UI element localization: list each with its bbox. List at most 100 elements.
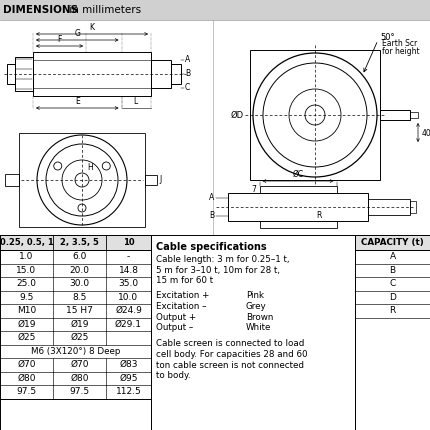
Text: to body.: to body. <box>156 371 190 380</box>
Text: 1.0: 1.0 <box>19 252 34 261</box>
Bar <box>33 52 151 96</box>
Text: ØC: ØC <box>292 170 304 179</box>
Text: 10: 10 <box>123 238 134 247</box>
Text: 25.0: 25.0 <box>16 279 37 288</box>
Bar <box>0 20 430 235</box>
Text: Pink: Pink <box>246 292 264 301</box>
Text: Ø70: Ø70 <box>70 360 89 369</box>
Text: C: C <box>185 83 190 92</box>
Text: Grey: Grey <box>246 302 267 311</box>
Text: A: A <box>185 55 190 64</box>
Text: ØD: ØD <box>231 111 244 120</box>
Text: B: B <box>209 212 214 221</box>
Text: F: F <box>57 36 62 44</box>
Text: 7: 7 <box>252 185 257 194</box>
Text: ton cable screen is not connected: ton cable screen is not connected <box>156 360 304 369</box>
Bar <box>15 57 33 91</box>
Text: 2, 3.5, 5: 2, 3.5, 5 <box>60 238 99 247</box>
Text: R: R <box>316 211 322 219</box>
Text: 30.0: 30.0 <box>69 279 89 288</box>
Text: M6 (3X120°) 8 Deep: M6 (3X120°) 8 Deep <box>31 347 120 356</box>
Text: Cable screen is connected to load: Cable screen is connected to load <box>156 340 304 348</box>
Bar <box>228 193 368 221</box>
Text: DIMENSIONS: DIMENSIONS <box>3 5 78 15</box>
Text: 40: 40 <box>422 129 430 138</box>
Text: for height: for height <box>382 47 420 56</box>
Text: M10: M10 <box>17 306 36 315</box>
Text: cell body. For capacities 28 and 60: cell body. For capacities 28 and 60 <box>156 350 307 359</box>
Text: K: K <box>89 24 95 33</box>
Text: J: J <box>159 175 161 184</box>
Text: 112.5: 112.5 <box>116 387 141 396</box>
Text: Ø83: Ø83 <box>119 360 138 369</box>
Text: 15.0: 15.0 <box>16 266 37 275</box>
Text: A: A <box>209 194 214 203</box>
Text: 20.0: 20.0 <box>70 266 89 275</box>
Text: 8.5: 8.5 <box>72 293 87 302</box>
Bar <box>19 133 145 227</box>
Bar <box>380 110 410 120</box>
Text: Cable specifications: Cable specifications <box>156 242 267 252</box>
Text: 9.5: 9.5 <box>19 293 34 302</box>
Text: Output –: Output – <box>156 323 193 332</box>
Text: Ø19: Ø19 <box>70 320 89 329</box>
Text: C: C <box>390 279 396 288</box>
Bar <box>355 235 430 250</box>
Text: Excitation +: Excitation + <box>156 292 209 301</box>
Text: Ø25: Ø25 <box>17 333 36 342</box>
Text: D: D <box>389 293 396 302</box>
Text: CAPACITY (t): CAPACITY (t) <box>361 238 424 247</box>
Text: Earth Scr: Earth Scr <box>382 39 417 48</box>
Bar <box>5 174 19 186</box>
Text: Ø80: Ø80 <box>70 374 89 383</box>
Text: in millimeters: in millimeters <box>66 5 141 15</box>
Text: 15 H7: 15 H7 <box>66 306 93 315</box>
Bar <box>151 235 355 430</box>
Text: Output +: Output + <box>156 313 196 322</box>
Bar <box>410 112 418 118</box>
Text: 10.0: 10.0 <box>118 293 138 302</box>
Text: Ø95: Ø95 <box>119 374 138 383</box>
Bar <box>368 199 410 215</box>
Bar <box>151 60 171 88</box>
Text: Ø80: Ø80 <box>17 374 36 383</box>
Text: A: A <box>390 252 396 261</box>
Text: Excitation –: Excitation – <box>156 302 206 311</box>
Text: B: B <box>185 70 190 79</box>
Text: 6.0: 6.0 <box>72 252 87 261</box>
Bar <box>259 186 337 193</box>
Bar <box>410 201 416 213</box>
Bar <box>0 235 151 430</box>
Bar <box>250 50 380 180</box>
Text: 5 m for 3–10 t, 10m for 28 t,: 5 m for 3–10 t, 10m for 28 t, <box>156 265 280 274</box>
Text: Ø29.1: Ø29.1 <box>115 320 142 329</box>
Text: 0.25, 0.5, 1: 0.25, 0.5, 1 <box>0 238 53 247</box>
Text: L: L <box>134 98 138 107</box>
Text: 35.0: 35.0 <box>118 279 138 288</box>
Text: 97.5: 97.5 <box>69 387 89 396</box>
Bar <box>0 235 151 250</box>
Text: H: H <box>87 163 93 172</box>
Text: 15 m for 60 t: 15 m for 60 t <box>156 276 213 285</box>
Bar <box>355 235 430 430</box>
Text: Brown: Brown <box>246 313 273 322</box>
Text: 97.5: 97.5 <box>16 387 37 396</box>
Text: Ø25: Ø25 <box>71 333 89 342</box>
Text: B: B <box>390 266 396 275</box>
Bar <box>0 0 430 20</box>
Bar <box>7 64 15 84</box>
Text: Ø70: Ø70 <box>17 360 36 369</box>
Bar <box>145 175 157 185</box>
Text: Ø19: Ø19 <box>17 320 36 329</box>
Text: Ø24.9: Ø24.9 <box>115 306 142 315</box>
Text: E: E <box>75 98 80 107</box>
Text: White: White <box>246 323 271 332</box>
Bar <box>259 221 337 228</box>
Text: -: - <box>127 252 130 261</box>
Text: R: R <box>390 306 396 315</box>
Text: 50°: 50° <box>380 34 395 43</box>
Text: 14.8: 14.8 <box>119 266 138 275</box>
Text: G: G <box>74 30 80 39</box>
Text: Cable length: 3 m for 0.25–1 t,: Cable length: 3 m for 0.25–1 t, <box>156 255 289 264</box>
Bar <box>171 64 181 84</box>
